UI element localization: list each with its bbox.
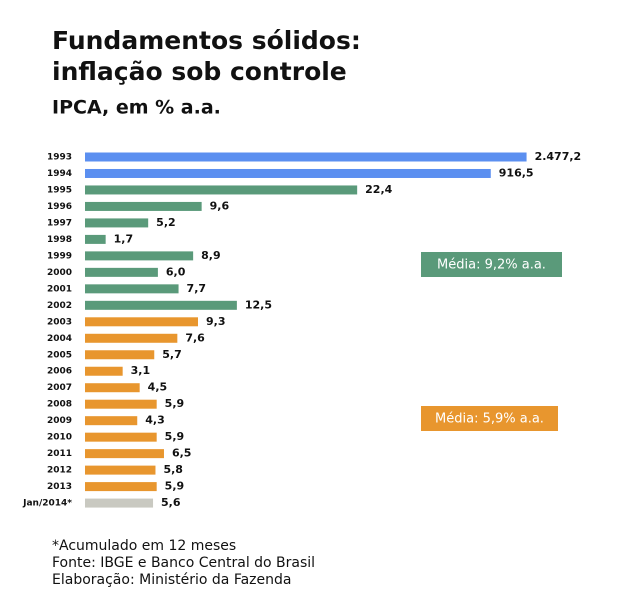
y-tick-label: Jan/2014* (22, 499, 72, 509)
bar (85, 234, 106, 244)
y-tick-label: 1993 (47, 153, 72, 163)
data-label: 4,5 (148, 381, 168, 394)
bar (85, 218, 149, 228)
data-label: 9,3 (206, 315, 226, 328)
y-tick-label: 2011 (47, 449, 72, 459)
annotation: Média: 9,2% a.a. (437, 258, 546, 273)
data-label: 5,2 (156, 216, 176, 229)
y-tick-label: 1999 (47, 251, 72, 261)
bar (85, 449, 164, 459)
data-label: 5,6 (161, 496, 181, 509)
y-tick-label: 2003 (47, 317, 72, 327)
y-tick-label: 1995 (47, 185, 72, 195)
y-tick-label: 2007 (47, 383, 72, 393)
y-tick-label: 2005 (47, 350, 72, 360)
y-tick-label: 2002 (47, 301, 72, 311)
y-tick-label: 2008 (47, 400, 72, 410)
y-tick-label: 2010 (47, 433, 72, 443)
y-tick-label: 2001 (47, 284, 72, 294)
bar (85, 333, 178, 343)
data-label: 9,6 (210, 199, 230, 212)
data-label: 4,3 (145, 414, 165, 427)
y-tick-label: 1994 (47, 169, 72, 179)
bar (85, 152, 527, 162)
data-label: 6,0 (166, 265, 186, 278)
data-label: 5,7 (162, 348, 182, 361)
note: Elaboração: Ministério da Fazenda (52, 572, 291, 588)
bar (85, 399, 157, 409)
bar (85, 185, 358, 195)
bar (85, 168, 491, 178)
data-label: 916,5 (499, 166, 534, 179)
data-label: 5,8 (163, 463, 183, 476)
annotation: Média: 5,9% a.a. (435, 412, 544, 427)
y-tick-label: 2000 (47, 268, 72, 278)
data-label: 6,5 (172, 447, 192, 460)
y-tick-label: 2012 (47, 466, 72, 476)
data-label: 3,1 (131, 364, 151, 377)
chart-subtitle: IPCA, em % a.a. (52, 97, 221, 119)
bar (85, 498, 154, 508)
y-tick-label: 2006 (47, 367, 72, 377)
data-label: 8,9 (201, 249, 221, 262)
note: *Acumulado em 12 meses (52, 538, 236, 554)
bar (85, 284, 179, 294)
data-label: 2.477,2 (535, 150, 582, 163)
data-label: 5,9 (165, 430, 185, 443)
chart-title: inflação sob controle (52, 57, 347, 86)
data-label: 5,9 (165, 480, 185, 493)
y-tick-label: 2013 (47, 482, 72, 492)
y-tick-label: 2004 (47, 334, 72, 344)
annotation-box (421, 406, 558, 431)
bar (85, 300, 237, 310)
bar (85, 251, 194, 261)
bar (85, 432, 157, 442)
y-tick-label: 1997 (47, 218, 72, 228)
bar (85, 350, 155, 360)
data-label: 1,7 (114, 232, 134, 245)
data-label: 5,9 (165, 397, 185, 410)
chart-title: Fundamentos sólidos: (52, 26, 361, 55)
bar (85, 366, 123, 376)
bar (85, 482, 157, 492)
data-label: 7,6 (185, 331, 205, 344)
y-tick-label: 1998 (47, 235, 72, 245)
data-label: 7,7 (187, 282, 207, 295)
bar (85, 267, 158, 277)
bar (85, 416, 138, 426)
bar (85, 383, 140, 393)
data-label: 22,4 (365, 183, 392, 196)
annotation-box (421, 252, 562, 277)
bar (85, 201, 202, 211)
y-tick-label: 1996 (47, 202, 72, 212)
bar (85, 317, 198, 327)
y-tick-label: 2009 (47, 416, 72, 426)
bar (85, 465, 156, 475)
note: Fonte: IBGE e Banco Central do Brasil (52, 555, 315, 571)
data-label: 12,5 (245, 298, 272, 311)
